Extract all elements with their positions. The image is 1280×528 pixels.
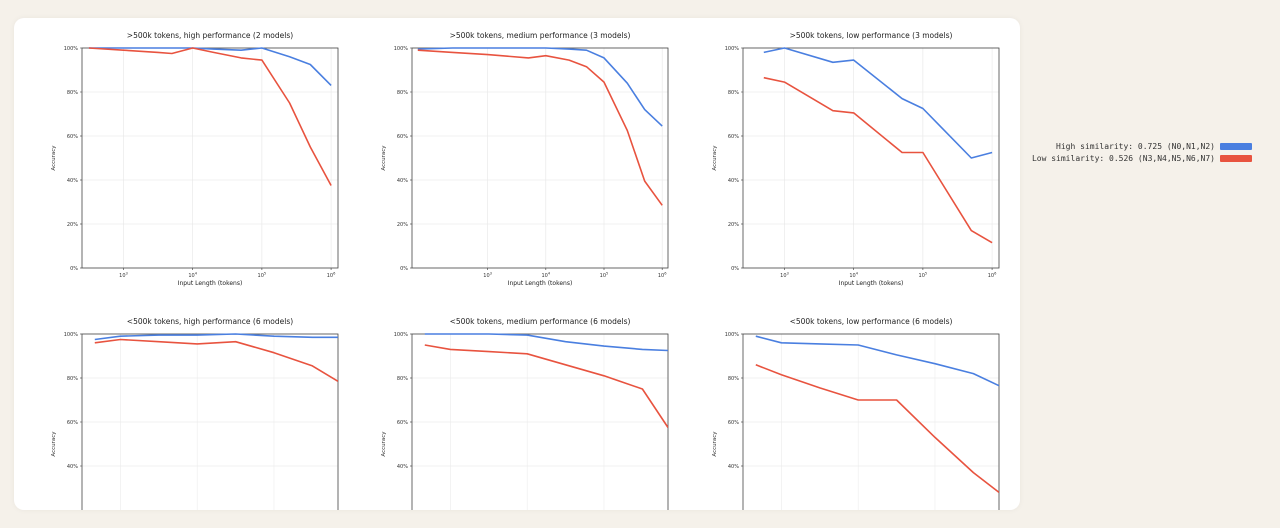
chart-title: <500k tokens, low performance (6 models) — [790, 317, 953, 326]
y-tick-label: 100% — [64, 46, 79, 52]
plot-frame — [742, 47, 1000, 269]
y-tick-label: 80% — [397, 376, 408, 382]
y-tick-label: 100% — [64, 332, 79, 338]
y-tick-label: 40% — [67, 464, 78, 470]
chart-panel-6: <500k tokens, low performance (6 models)… — [712, 317, 1000, 510]
y-tick-label: 60% — [728, 134, 739, 140]
y-tick-label: 100% — [394, 332, 409, 338]
series-line-low-similarity — [88, 47, 332, 186]
x-tick-label: 103 — [483, 272, 492, 280]
y-tick-label: 100% — [725, 332, 740, 338]
chart-panel-1: >500k tokens, high performance (2 models… — [51, 31, 339, 287]
legend-label-high-similarity: High similarity: 0.725 (N0,N1,N2) — [1056, 142, 1215, 151]
x-axis-label: Input Length (tokens) — [178, 280, 243, 287]
x-tick-label: 106 — [658, 272, 667, 280]
x-tick-label: 104 — [849, 272, 858, 280]
chart-title: >500k tokens, low performance (3 models) — [790, 31, 953, 40]
x-tick-label: 106 — [988, 272, 997, 280]
y-tick-label: 80% — [728, 90, 739, 96]
y-tick-label: 40% — [397, 178, 408, 184]
y-tick-label: 80% — [67, 376, 78, 382]
series-line-high-similarity — [88, 47, 332, 86]
chart-title: <500k tokens, high performance (6 models… — [127, 317, 293, 326]
x-axis-label: Input Length (tokens) — [508, 280, 573, 287]
y-tick-label: 0% — [400, 266, 408, 272]
chart-figure: >500k tokens, high performance (2 models… — [51, 31, 1000, 510]
y-tick-label: 40% — [728, 464, 739, 470]
plot-frame — [81, 47, 339, 269]
chart-panel-3: >500k tokens, low performance (3 models)… — [712, 31, 1000, 287]
x-axis-label: Input Length (tokens) — [839, 280, 904, 287]
y-tick-label: 60% — [67, 134, 78, 140]
y-tick-label: 60% — [728, 420, 739, 426]
chart-title: >500k tokens, medium performance (3 mode… — [450, 31, 631, 40]
legend-item-high-similarity: High similarity: 0.725 (N0,N1,N2) — [1030, 141, 1252, 152]
x-tick-label: 105 — [258, 272, 267, 280]
chart-title: >500k tokens, high performance (2 models… — [127, 31, 293, 40]
y-axis-label: Accuracy — [712, 431, 718, 457]
y-tick-label: 40% — [728, 178, 739, 184]
y-tick-label: 60% — [397, 134, 408, 140]
series-line-low-similarity — [424, 344, 668, 428]
series-line-high-similarity — [763, 47, 993, 159]
x-tick-label: 105 — [600, 272, 609, 280]
y-tick-label: 20% — [728, 222, 739, 228]
y-axis-label: Accuracy — [712, 145, 718, 171]
legend-swatch-low-similarity — [1220, 155, 1252, 162]
y-tick-label: 20% — [397, 222, 408, 228]
figure-paper: >500k tokens, high performance (2 models… — [14, 18, 1020, 510]
x-tick-label: 104 — [541, 272, 550, 280]
series-line-low-similarity — [763, 76, 993, 244]
legend-item-low-similarity: Low similarity: 0.526 (N3,N4,N5,N6,N7) — [1030, 153, 1252, 164]
legend-label-low-similarity: Low similarity: 0.526 (N3,N4,N5,N6,N7) — [1031, 154, 1215, 163]
chart-panel-2: >500k tokens, medium performance (3 mode… — [381, 31, 669, 287]
chart-panel-5: <500k tokens, medium performance (6 mode… — [381, 317, 669, 510]
plot-frame — [742, 333, 1000, 510]
x-tick-label: 103 — [780, 272, 789, 280]
y-tick-label: 20% — [67, 222, 78, 228]
x-tick-label: 106 — [327, 272, 336, 280]
series-line-high-similarity — [424, 333, 668, 352]
y-axis-label: Accuracy — [381, 431, 387, 457]
y-tick-label: 80% — [397, 90, 408, 96]
series-line-low-similarity — [755, 364, 999, 494]
x-tick-label: 104 — [188, 272, 197, 280]
y-tick-label: 100% — [394, 46, 409, 52]
y-axis-label: Accuracy — [51, 145, 57, 171]
y-tick-label: 100% — [725, 46, 740, 52]
legend-swatch-high-similarity — [1220, 143, 1252, 150]
y-tick-label: 80% — [67, 90, 78, 96]
series-line-low-similarity — [417, 49, 663, 206]
series-line-high-similarity — [755, 335, 999, 387]
chart-panel-4: <500k tokens, high performance (6 models… — [51, 317, 339, 510]
series-line-high-similarity — [94, 333, 338, 341]
chart-title: <500k tokens, medium performance (6 mode… — [450, 317, 631, 326]
plot-frame — [411, 333, 669, 510]
y-tick-label: 60% — [67, 420, 78, 426]
x-tick-label: 103 — [119, 272, 128, 280]
y-tick-label: 0% — [731, 266, 739, 272]
y-tick-label: 60% — [397, 420, 408, 426]
chart-legend: High similarity: 0.725 (N0,N1,N2) Low si… — [1030, 141, 1252, 165]
y-axis-label: Accuracy — [51, 431, 57, 457]
plot-frame — [411, 47, 669, 269]
series-line-high-similarity — [417, 47, 663, 127]
y-tick-label: 40% — [397, 464, 408, 470]
y-axis-label: Accuracy — [381, 145, 387, 171]
y-tick-label: 0% — [70, 266, 78, 272]
x-tick-label: 105 — [919, 272, 928, 280]
series-line-low-similarity — [94, 338, 338, 382]
y-tick-label: 80% — [728, 376, 739, 382]
y-tick-label: 40% — [67, 178, 78, 184]
